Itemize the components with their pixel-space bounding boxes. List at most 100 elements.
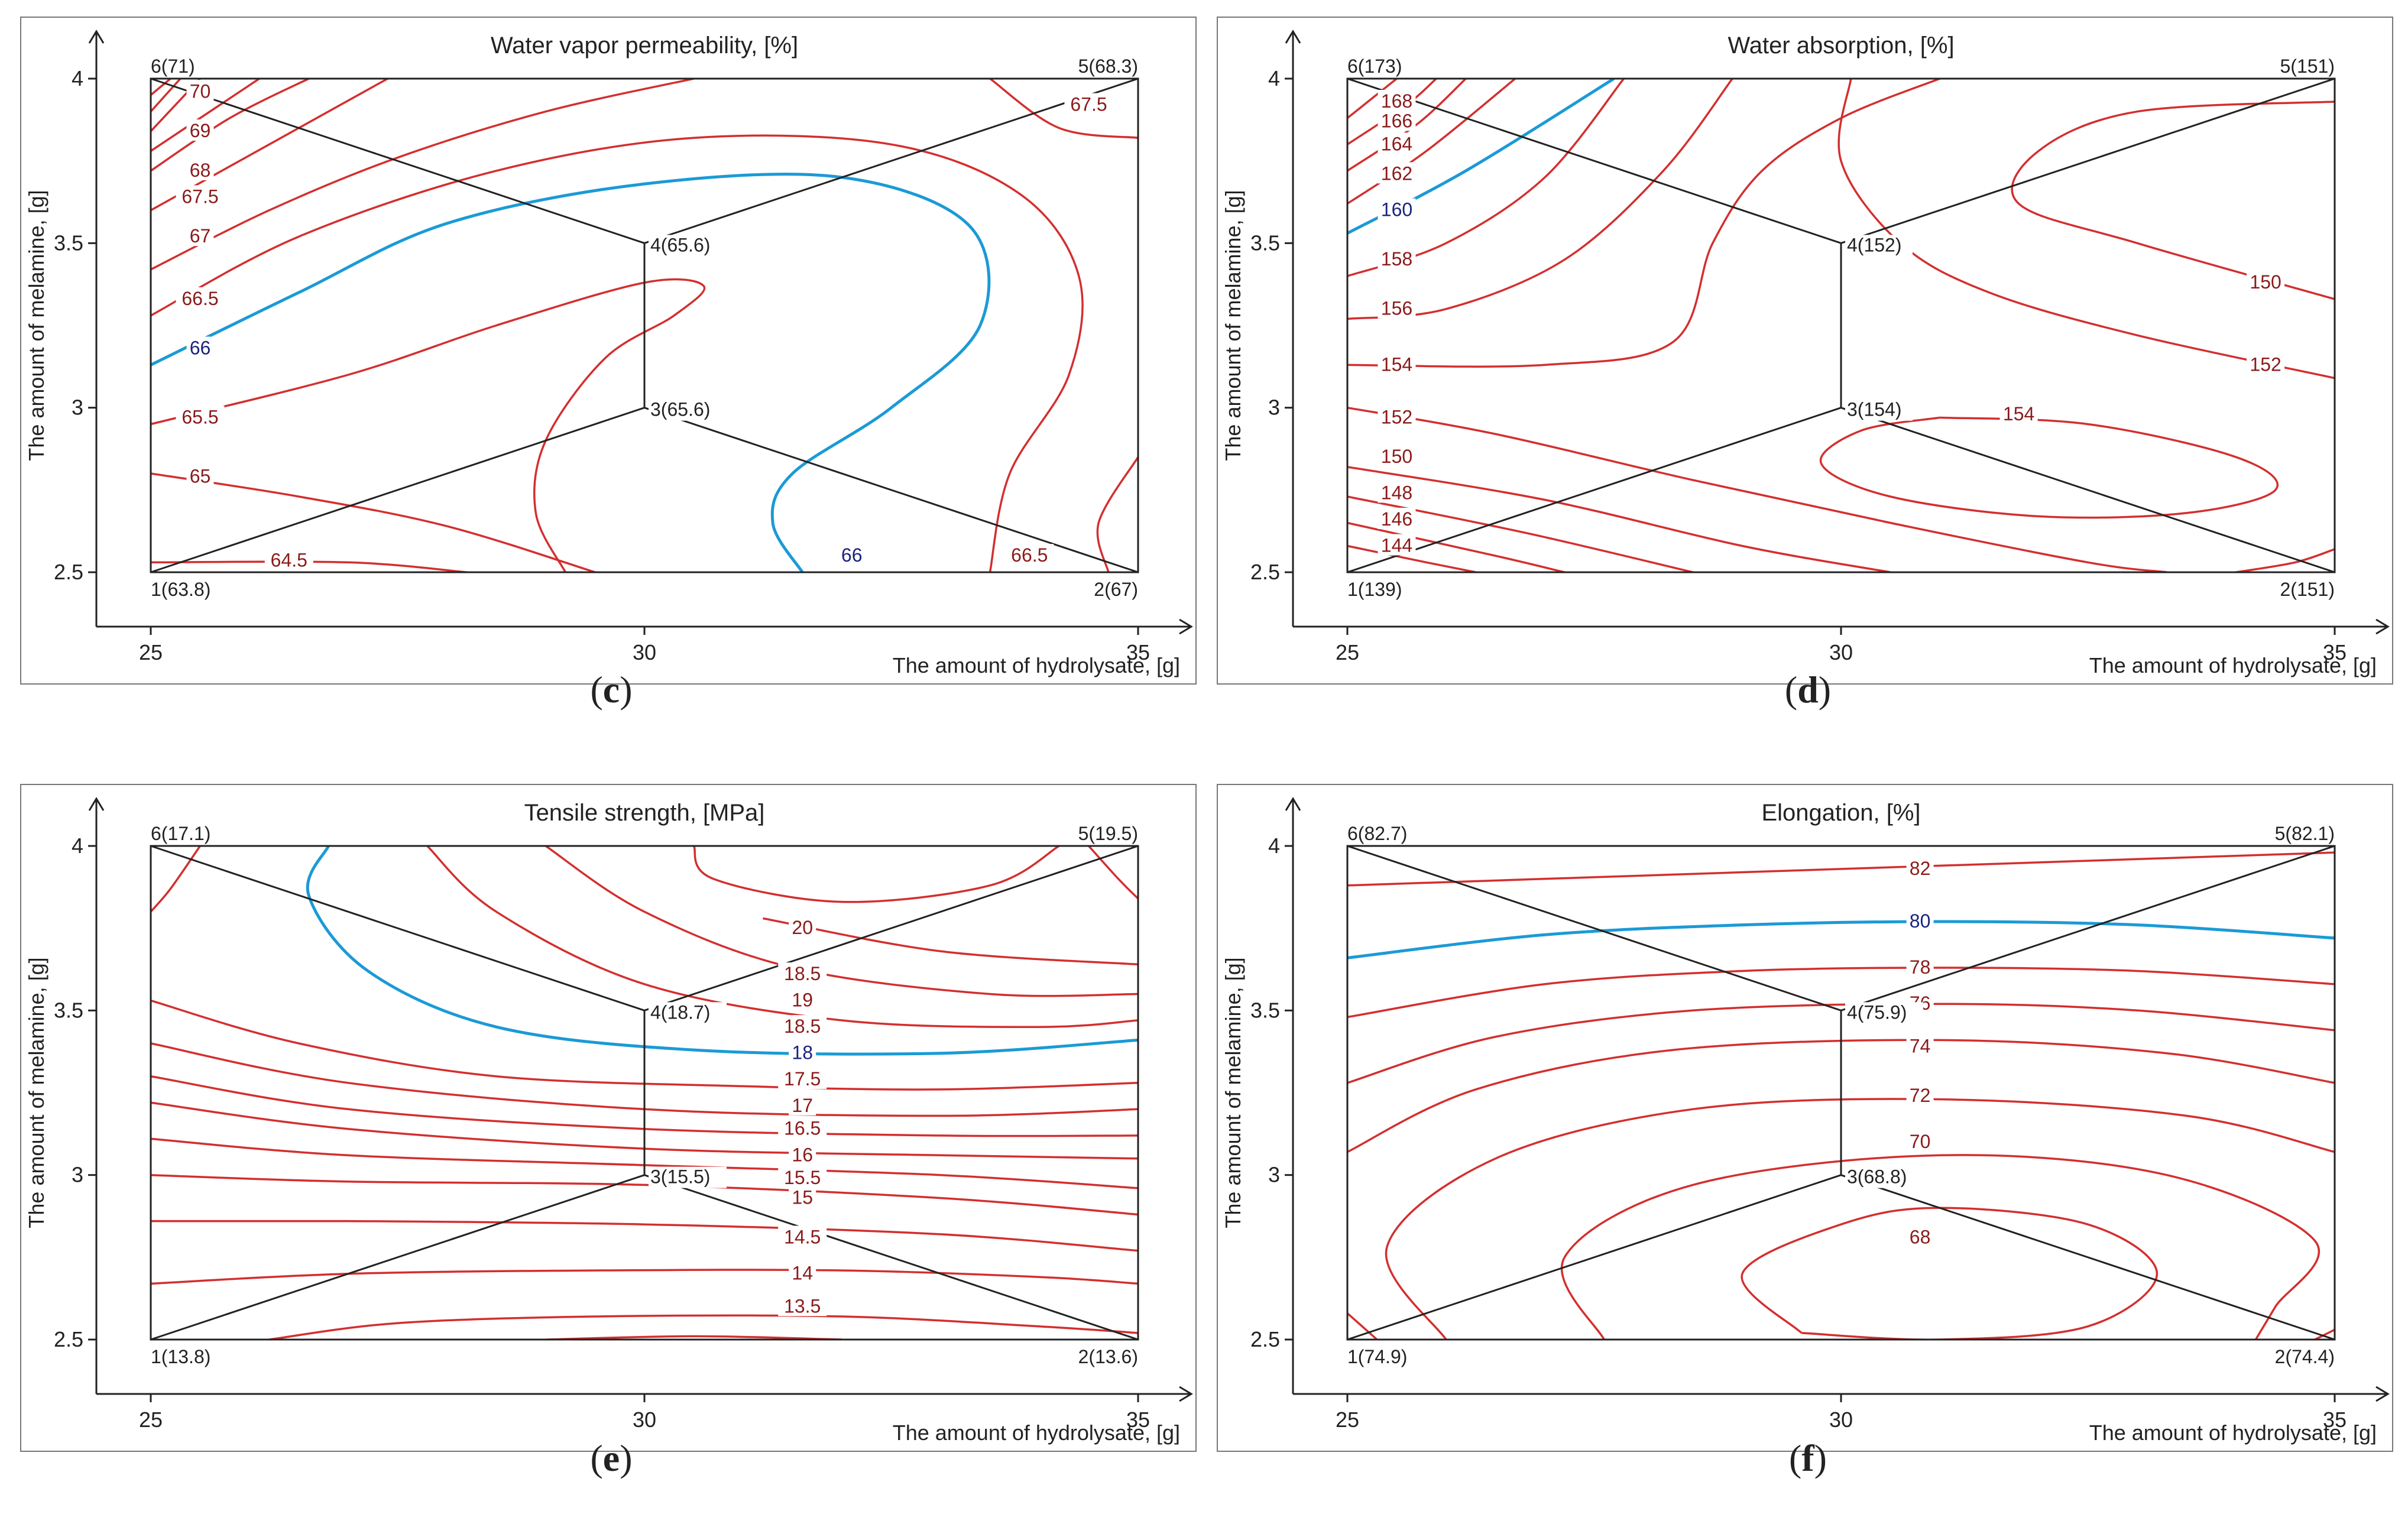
design-edge	[1840, 77, 2335, 244]
vertex-label: 2(74.4)	[2275, 1346, 2335, 1367]
contour-label-bg	[1378, 248, 1416, 270]
plot-frame	[150, 77, 1139, 573]
panel-letter-e: (e)	[590, 1437, 633, 1479]
vertex-label-bg	[1845, 235, 1913, 257]
design-edge	[644, 1174, 1139, 1341]
contour-label: 144	[1381, 534, 1412, 556]
x-tick-label: 35	[1126, 1408, 1150, 1432]
plot-frame	[1346, 77, 2336, 573]
y-tick-label: 3.5	[1250, 231, 1280, 255]
contour-label-bg	[1378, 132, 1416, 154]
contour-label-bg	[778, 962, 827, 984]
contour-label-bg	[186, 119, 214, 141]
contour-line-168	[1347, 79, 1398, 119]
contour-label-bg	[778, 1117, 827, 1139]
contour-line-14	[151, 1269, 1138, 1285]
plot-frame	[150, 845, 1139, 1341]
contour-label: 152	[2250, 354, 2281, 375]
contour-label-bg	[1378, 162, 1416, 184]
contour-line-148	[1347, 495, 1693, 572]
vertex-label: 6(71)	[151, 56, 195, 77]
design-edge	[644, 77, 1139, 244]
contour-line-13.5	[269, 1314, 1138, 1340]
contour-label-bg	[1064, 93, 1113, 115]
contour-label-bg	[1378, 507, 1416, 529]
contour-label-bg	[1378, 198, 1416, 220]
contour-line-67	[151, 79, 694, 271]
contour-label-bg	[789, 988, 816, 1010]
vertex-label-bg	[649, 1002, 727, 1024]
contour-label: 65.5	[182, 406, 218, 427]
contour-label: 16	[792, 1144, 813, 1165]
design-edge	[150, 407, 645, 573]
contour-label: 68	[1910, 1226, 1931, 1247]
panel-letter-text: c	[602, 669, 620, 711]
vertex-label: 4(152)	[1847, 234, 1902, 255]
contour-line-154	[1347, 79, 1940, 368]
contour-label: 148	[1381, 482, 1412, 503]
design-edge	[1347, 407, 1842, 573]
contour-label-bg	[789, 1262, 816, 1283]
contour-line-68.5	[151, 79, 260, 152]
vertex-label: 1(139)	[1347, 579, 1402, 600]
contour-label: 160	[1381, 199, 1412, 221]
y-axis-arrow	[88, 797, 105, 811]
contour-label: 67.5	[182, 186, 218, 207]
vertex-label-bg	[1845, 1002, 1923, 1024]
x-tick-label: 35	[1126, 640, 1150, 664]
contour-line-70	[151, 79, 171, 96]
x-tick-label: 25	[139, 640, 163, 664]
contour-label: 17.5	[784, 1068, 821, 1089]
vertex-label: 6(17.1)	[151, 823, 210, 844]
contour-label-bg	[778, 1166, 827, 1188]
vertex-label: 6(173)	[1347, 56, 1402, 77]
vertex-label: 3(68.8)	[1847, 1166, 1907, 1188]
y-axis-label: The amount of melamine, [g]	[24, 957, 48, 1228]
contour-label: 67.5	[1070, 94, 1107, 115]
design-edge	[644, 845, 1139, 1011]
contour-label: 168	[1381, 90, 1412, 112]
contour-label: 68	[190, 160, 211, 181]
chart-title: Water absorption, [%]	[1728, 33, 1954, 59]
contour-label: 69	[190, 120, 211, 141]
y-tick-label: 2.5	[1250, 560, 1280, 584]
contour-label-bg	[2247, 271, 2285, 293]
contour-line-76	[1347, 1003, 2335, 1084]
x-tick-label: 35	[2323, 1408, 2347, 1432]
vertex-label: 4(75.9)	[1847, 1001, 1907, 1023]
contour-group	[1347, 851, 2335, 1340]
x-axis-arrow	[2375, 1386, 2390, 1402]
design-edge	[1347, 77, 1842, 244]
contour-label: 14	[792, 1263, 813, 1284]
contour-label-bg	[838, 544, 866, 566]
contour-line-154	[1819, 416, 2279, 519]
panel-border	[20, 17, 1197, 685]
contour-label-bg	[2247, 353, 2285, 375]
contour-line-164	[1347, 79, 1467, 172]
contour-line-80	[1347, 920, 2335, 959]
contour-line-162	[1347, 79, 1516, 205]
vertex-label: 5(19.5)	[1078, 823, 1138, 844]
chart-title: Water vapor permeability, [%]	[491, 33, 798, 59]
vertex-label-bg	[1845, 1166, 1923, 1188]
contour-label-bg	[264, 549, 313, 570]
x-tick-label: 25	[139, 1408, 163, 1432]
contour-label-bg	[186, 158, 214, 180]
contour-line-66.5	[151, 134, 1084, 572]
contour-label-bg	[186, 225, 214, 247]
contour-line-18.5	[426, 846, 1138, 1028]
panel-letter-d: (d)	[1784, 669, 1832, 711]
contour-label: 74	[1910, 1036, 1931, 1057]
vertex-label: 1(13.8)	[151, 1346, 210, 1367]
contour-label: 15	[792, 1187, 813, 1208]
contour-label: 18.5	[784, 1016, 821, 1037]
vertex-label: 4(65.6)	[650, 234, 710, 255]
y-tick-label: 2.5	[54, 1327, 83, 1351]
panel-letter-f: (f)	[1789, 1437, 1827, 1479]
contour-label: 20	[792, 917, 813, 938]
vertex-label-bg	[649, 235, 727, 257]
contour-label: 150	[1381, 446, 1412, 467]
panel-border	[20, 784, 1197, 1452]
x-tick-label: 30	[1829, 1408, 1853, 1432]
y-tick-label: 4	[72, 834, 83, 858]
